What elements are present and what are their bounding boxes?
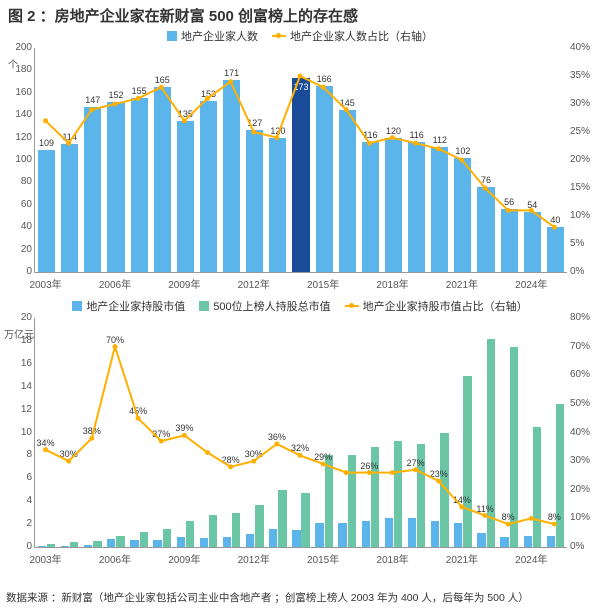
- legend-item: 地产企业家人数占比（右轴）: [272, 28, 433, 44]
- chart1-xlabel: 2024年: [515, 276, 547, 291]
- chart2-ytick-right: 0%: [570, 541, 584, 552]
- chart2-ytick-right: 50%: [570, 398, 590, 409]
- chart1-xlabel: 2018年: [376, 276, 408, 291]
- chart1-ytick-right: 40%: [570, 42, 590, 53]
- chart2: 万亿元 024681012141618200%10%20%30%40%50%60…: [0, 314, 600, 569]
- chart1-ytick-left: 200: [2, 42, 32, 53]
- chart2-ytick-right: 40%: [570, 427, 590, 438]
- chart2-xlabel: 2009年: [168, 551, 200, 566]
- chart2-ytick-right: 70%: [570, 341, 590, 352]
- chart2-xlabel: 2006年: [99, 551, 131, 566]
- chart1-ytick-left: 100: [2, 154, 32, 165]
- chart2-line: [34, 318, 566, 547]
- chart2-ytick-left: 20: [2, 312, 32, 323]
- chart1-ytick-left: 80: [2, 176, 32, 187]
- legend-item: 500位上榜人持股总市值: [199, 298, 330, 314]
- chart1-xlabel: 2006年: [99, 276, 131, 291]
- legend-item: 地产企业家持股市值占比（右轴）: [345, 298, 528, 314]
- chart2-ytick-left: 14: [2, 381, 32, 392]
- chart1-ytick-left: 140: [2, 109, 32, 120]
- chart1-xlabel: 2021年: [446, 276, 478, 291]
- data-source: 数据来源 ：新财富（地产企业家包括公司主业中含地产者 ；创富榜上榜人 2003 …: [6, 590, 529, 605]
- chart1-ytick-right: 10%: [570, 210, 590, 221]
- figure-title: 图 2 ：房地产企业家在新财富 500 创富榜上的存在感: [0, 0, 600, 26]
- chart2-ytick-left: 4: [2, 495, 32, 506]
- chart1-ytick-right: 25%: [570, 126, 590, 137]
- chart2-ytick-left: 2: [2, 518, 32, 529]
- chart1-ytick-right: 15%: [570, 182, 590, 193]
- chart1-ytick-left: 60: [2, 199, 32, 210]
- chart1-ytick-left: 160: [2, 87, 32, 98]
- chart1-legend: 地产企业家人数地产企业家人数占比（右轴）: [0, 28, 600, 44]
- chart1-line: [34, 48, 566, 272]
- chart1-ytick-right: 30%: [570, 98, 590, 109]
- chart2-xlabel: 2018年: [376, 551, 408, 566]
- chart1-ytick-left: 180: [2, 64, 32, 75]
- legend-item: 地产企业家人数: [167, 28, 258, 44]
- chart2-ytick-left: 16: [2, 358, 32, 369]
- chart1-ytick-left: 20: [2, 244, 32, 255]
- chart2-ytick-left: 12: [2, 404, 32, 415]
- chart2-ytick-right: 10%: [570, 512, 590, 523]
- chart2-ytick-left: 18: [2, 335, 32, 346]
- chart1: 个 0204060801001201401601802000%5%10%15%2…: [0, 44, 600, 294]
- chart2-ytick-right: 30%: [570, 455, 590, 466]
- chart1-ytick-left: 0: [2, 266, 32, 277]
- chart2-ytick-left: 6: [2, 472, 32, 483]
- chart2-ytick-left: 0: [2, 541, 32, 552]
- legend-item: 地产企业家持股市值: [72, 298, 185, 314]
- chart1-ytick-left: 120: [2, 132, 32, 143]
- chart1-xlabel: 2003年: [29, 276, 61, 291]
- chart2-ytick-left: 8: [2, 449, 32, 460]
- chart1-ytick-right: 0%: [570, 266, 584, 277]
- chart2-ytick-left: 10: [2, 427, 32, 438]
- chart2-ytick-right: 60%: [570, 369, 590, 380]
- chart2-xlabel: 2021年: [446, 551, 478, 566]
- chart1-ytick-right: 35%: [570, 70, 590, 81]
- chart1-ytick-right: 5%: [570, 238, 584, 249]
- chart2-xlabel: 2015年: [307, 551, 339, 566]
- chart1-xlabel: 2009年: [168, 276, 200, 291]
- chart1-ytick-left: 40: [2, 221, 32, 232]
- chart2-legend: 地产企业家持股市值 500位上榜人持股总市值地产企业家持股市值占比（右轴）: [0, 298, 600, 314]
- chart1-ytick-right: 20%: [570, 154, 590, 165]
- chart1-xlabel: 2015年: [307, 276, 339, 291]
- chart2-ytick-right: 80%: [570, 312, 590, 323]
- chart2-xlabel: 2024年: [515, 551, 547, 566]
- chart2-ytick-right: 20%: [570, 484, 590, 495]
- chart2-xlabel: 2003年: [29, 551, 61, 566]
- chart2-xlabel: 2012年: [238, 551, 270, 566]
- chart1-xlabel: 2012年: [238, 276, 270, 291]
